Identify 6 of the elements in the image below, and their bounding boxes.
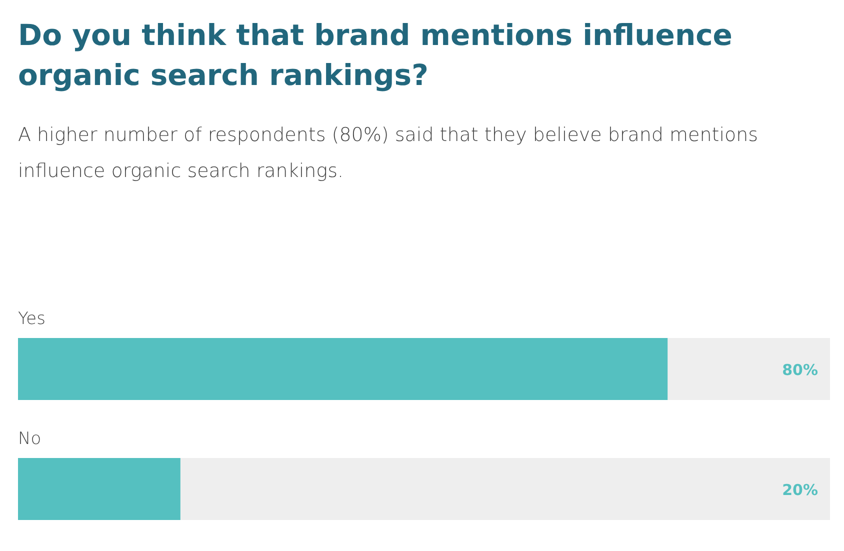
- data-label: 80%: [782, 361, 818, 379]
- y-tick-label: No: [18, 429, 42, 449]
- chart-title: Do you think that brand mentions influence organic search rankings?: [18, 18, 732, 92]
- data-label: 20%: [782, 481, 818, 499]
- y-tick-label: Yes: [18, 309, 46, 329]
- chart-subtitle: A higher number of respondents (80%) said that they believe brand mentions influence organic search rankings.: [18, 124, 758, 182]
